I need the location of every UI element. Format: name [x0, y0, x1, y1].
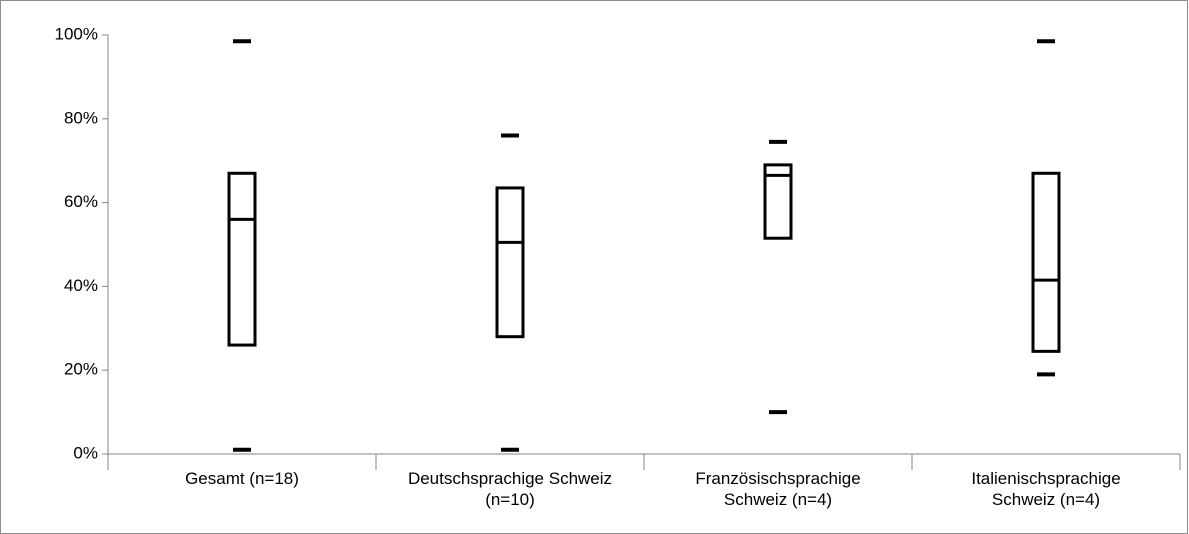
y-tick-label: 60% — [64, 192, 98, 211]
y-tick-label: 100% — [55, 24, 98, 43]
x-tick-label: Gesamt (n=18) — [185, 469, 299, 488]
box — [227, 171, 257, 347]
x-tick-label: Deutschsprachige Schweiz (n=10) — [407, 469, 613, 509]
box — [763, 163, 793, 240]
box — [1031, 171, 1061, 353]
y-tick-label: 20% — [64, 360, 98, 379]
y-tick-label: 0% — [73, 443, 98, 462]
box — [495, 186, 525, 339]
y-tick-label: 40% — [64, 276, 98, 295]
x-tick-label: Italienischsprachige Schweiz (n=4) — [971, 469, 1121, 509]
y-tick-label: 80% — [64, 108, 98, 127]
x-tick-label: Französischsprachige Schweiz (n=4) — [695, 469, 861, 509]
